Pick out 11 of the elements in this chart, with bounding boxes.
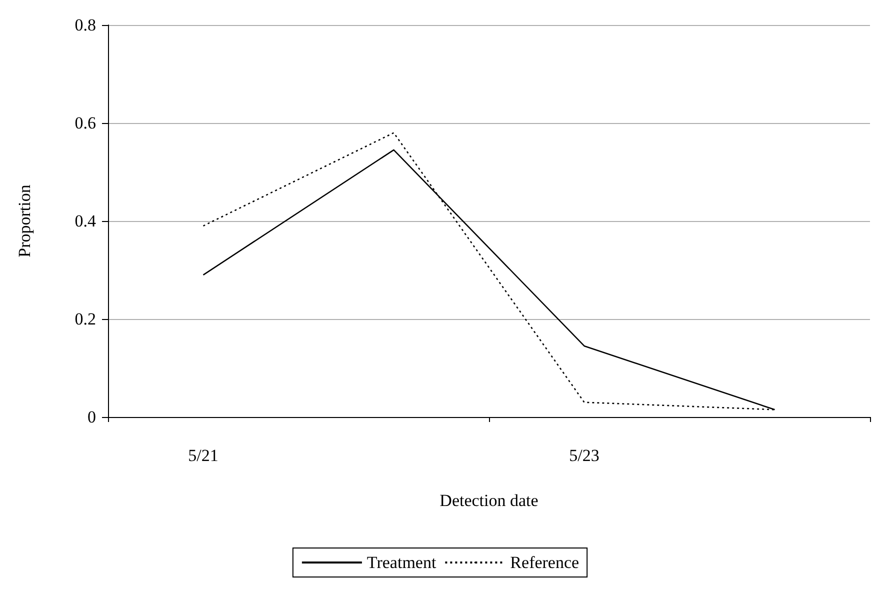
legend-label: Reference (510, 553, 580, 572)
x-tick-label: 5/23 (569, 446, 600, 465)
y-tick-label: 0 (88, 408, 96, 426)
y-tick-label: 0.4 (74, 212, 96, 230)
x-tick-label: 5/21 (188, 446, 218, 465)
y-tick-label: 0.6 (74, 114, 96, 132)
y-tick-label: 0.8 (74, 16, 96, 34)
y-axis-title: Proportion (15, 184, 34, 258)
y-tick-label: 0.2 (74, 310, 96, 328)
legend-label: Treatment (366, 553, 436, 572)
x-axis-title: Detection date (440, 491, 538, 510)
